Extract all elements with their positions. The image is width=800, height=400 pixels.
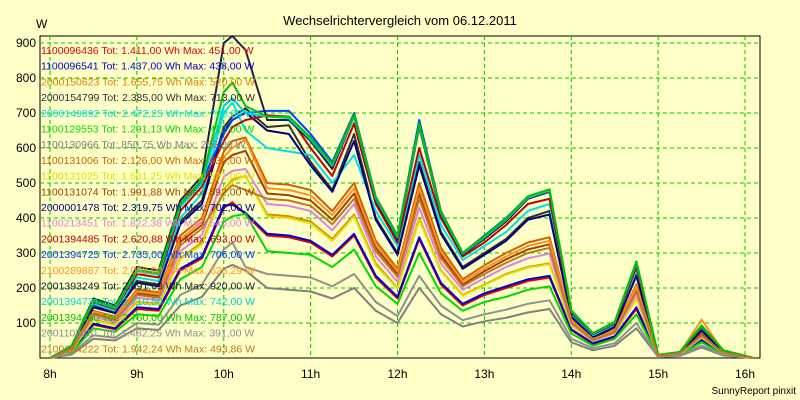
legend-entry: 1100131006 Tot: 2.126,00 Wh Max: 630,00 … bbox=[41, 155, 254, 167]
y-tick-label: 400 bbox=[16, 211, 36, 225]
x-tick-label: 11h bbox=[301, 367, 320, 381]
legend-entry: 2000154799 Tot: 2.385,00 Wh Max: 713,00 … bbox=[41, 92, 255, 104]
series-line-1100131025 bbox=[49, 174, 754, 359]
legend-entry: 1100130966 Tot: 850,75 Wh Max: 266,00 W bbox=[41, 139, 246, 151]
legend-entry: 2001394460 Tot: 2.760,00 Wh Max: 787,00 … bbox=[41, 312, 255, 324]
y-tick-label: 700 bbox=[16, 106, 36, 120]
legend-entry: 2000150623 Tot: 1.655,75 Wh Max: 520,00 … bbox=[41, 76, 255, 88]
legend-entry: 2001394485 Tot: 2.620,88 Wh Max: 693,00 … bbox=[41, 233, 255, 245]
y-tick-label: 300 bbox=[16, 246, 36, 260]
x-tick-label: 15h bbox=[648, 367, 668, 381]
legend-entry: 2001393249 Tot: 2.891,63 Wh Max: 920,00 … bbox=[41, 281, 255, 293]
y-tick-label: 200 bbox=[16, 281, 36, 295]
series-line-2001102301 bbox=[49, 241, 754, 359]
legend-entry: 2001394731 Tot: 2.710,50 Wh Max: 742,00 … bbox=[41, 296, 255, 308]
legend-entry: 2000001478 Tot: 2.319,75 Wh Max: 702,00 … bbox=[41, 202, 255, 214]
series-line-1100129553 bbox=[49, 212, 754, 359]
series-layer bbox=[49, 35, 754, 359]
y-tick-label: 800 bbox=[16, 71, 36, 85]
x-tick-label: 10h bbox=[214, 367, 234, 381]
legend-entry: 1100213451 Tot: 1.822,38 Wh Max: 540,00 … bbox=[41, 218, 254, 230]
series-line-1100096541 bbox=[49, 203, 754, 359]
legend-entry: 2000149892 Tot: 2.472,25 Wh Max: 730,00 … bbox=[41, 108, 255, 120]
legend-entry: 1100131074 Tot: 1.991,88 Wh Max: 592,00 … bbox=[41, 186, 254, 198]
x-tick-label: 12h bbox=[387, 367, 407, 381]
legend-entry: 2001394725 Tot: 2.735,00 Wh Max: 706,00 … bbox=[41, 249, 255, 261]
x-tick-label: 16h bbox=[735, 367, 755, 381]
y-tick-label: 500 bbox=[16, 176, 36, 190]
legend: 1100096436 Tot: 1.411,00 Wh Max: 451,00 … bbox=[41, 45, 255, 355]
legend-entry: 2001102301 Tot: 1.482,25 Wh Max: 391,00 … bbox=[41, 328, 254, 340]
legend-entry: 1100129553 Tot: 1.291,13 Wh Max: 412,00 … bbox=[41, 124, 254, 136]
legend-entry: 1100131025 Tot: 1.681,25 Wh Max: 521,00 … bbox=[41, 171, 254, 183]
series-line-2100294222 bbox=[49, 184, 754, 359]
axes: 100 200 300 400 500 600 700 800 900 8h 9h 10h 11h 12h… bbox=[16, 36, 755, 381]
y-tick-label: 100 bbox=[16, 316, 36, 330]
y-tick-label: 600 bbox=[16, 141, 36, 155]
x-tick-label: 9h bbox=[130, 367, 143, 381]
legend-entry: 1100096436 Tot: 1.411,00 Wh Max: 451,00 … bbox=[41, 45, 254, 57]
chart-title: Wechselrichtervergleich vom 06.12.2011 bbox=[283, 13, 517, 28]
legend-entry: 2100294222 Tot: 1.942,24 Wh Max: 493,86 … bbox=[41, 343, 255, 355]
legend-entry: 2100289887 Tot: 2.052,00 Wh Max: 625,29 … bbox=[41, 265, 255, 277]
series-line-2000001478 bbox=[49, 111, 754, 359]
x-tick-label: 13h bbox=[474, 367, 494, 381]
footer-credit: SunnyReport pinxit bbox=[712, 386, 797, 397]
legend-entry: 1100096541 Tot: 1.437,00 Wh Max: 438,00 … bbox=[41, 61, 254, 73]
y-tick-label: 900 bbox=[16, 36, 36, 50]
x-tick-label: 14h bbox=[561, 367, 581, 381]
series-line-2001394460 bbox=[49, 81, 754, 359]
series-line-1100130966 bbox=[49, 263, 754, 359]
x-tick-label: 8h bbox=[43, 367, 56, 381]
y-axis-label: W bbox=[36, 17, 48, 31]
